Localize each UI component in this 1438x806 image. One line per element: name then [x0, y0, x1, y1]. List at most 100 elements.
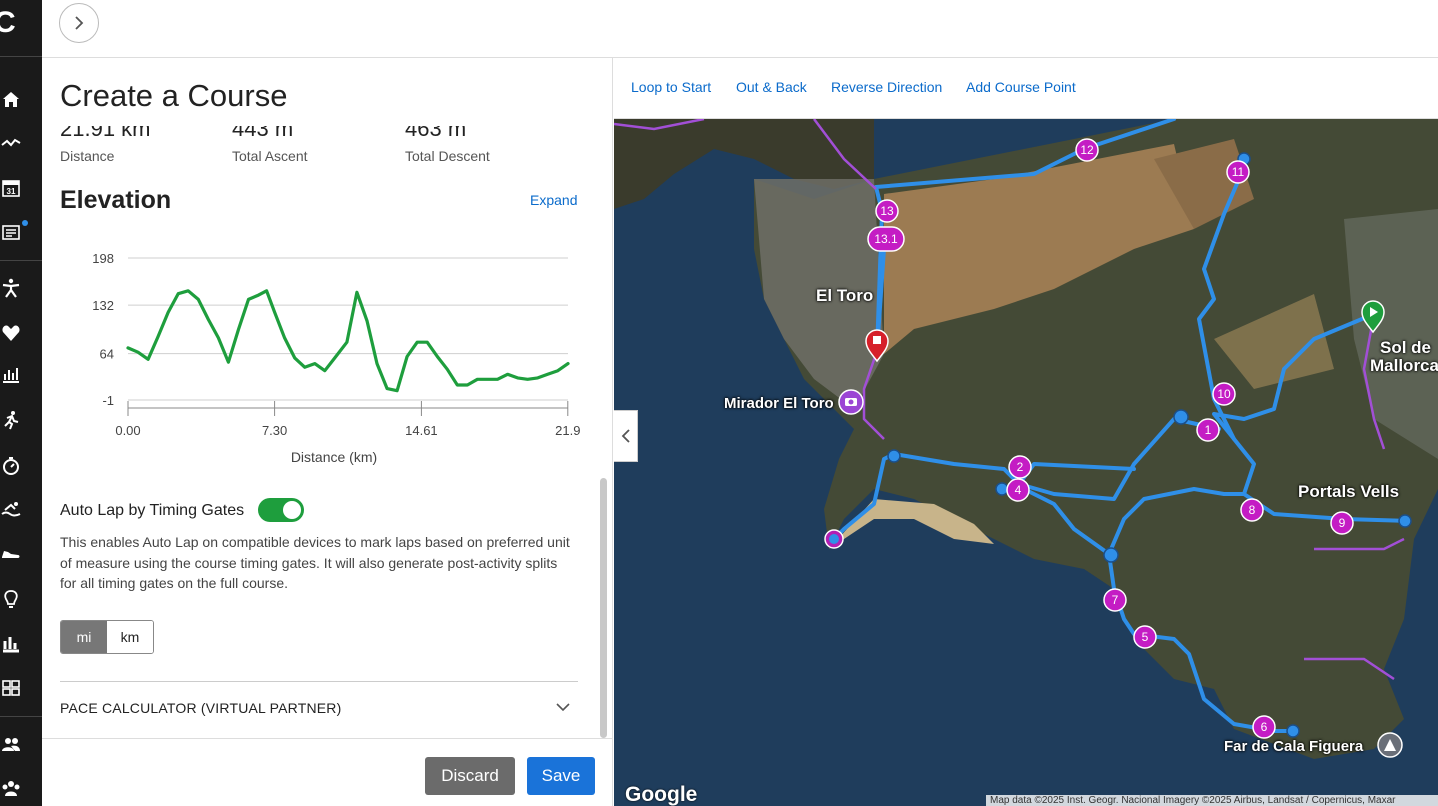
- activity-icon[interactable]: [0, 131, 22, 155]
- loop-to-start-link[interactable]: Loop to Start: [631, 79, 712, 95]
- place-label-portals-vells: Portals Vells: [1298, 482, 1400, 501]
- news-icon[interactable]: [0, 220, 22, 244]
- course-point-12[interactable]: 12: [1075, 138, 1099, 162]
- stats-icon[interactable]: [0, 362, 22, 386]
- stat-total-ascent: 443 m Total Ascent: [232, 126, 308, 164]
- route-node: [995, 482, 1009, 496]
- auto-lap-toggle[interactable]: [258, 498, 304, 522]
- out-and-back-link[interactable]: Out & Back: [736, 79, 807, 95]
- auto-lap-description: This enables Auto Lap on compatible devi…: [60, 534, 570, 591]
- course-point-11[interactable]: 11: [1226, 160, 1250, 184]
- reports-icon[interactable]: [0, 631, 22, 655]
- chevron-right-icon: [75, 16, 84, 30]
- x-tick-label: 0.00: [115, 423, 140, 438]
- groups-icon[interactable]: [0, 732, 22, 756]
- widgets-icon[interactable]: [0, 676, 22, 700]
- x-tick-label: 21.9: [555, 423, 580, 438]
- chevron-down-icon: [556, 703, 570, 712]
- toggle-knob: [283, 501, 301, 519]
- course-point-13-1[interactable]: 13.1: [867, 226, 905, 252]
- course-map[interactable]: 12 11 13 13.1 10 1 2 4 8 9 7 5 6 El Toro…: [614, 119, 1438, 806]
- course-point-5[interactable]: 5: [1133, 625, 1157, 649]
- side-trails: [614, 119, 1405, 681]
- running-icon[interactable]: [0, 408, 22, 432]
- svg-text:9: 9: [1339, 516, 1346, 530]
- connections-icon[interactable]: [0, 776, 22, 800]
- farmland: [1214, 294, 1334, 389]
- course-point-13[interactable]: 13: [875, 199, 899, 223]
- course-point-10[interactable]: 10: [1212, 382, 1236, 406]
- panel-footer: Discard Save: [42, 738, 612, 806]
- stat-total-descent: 463 m Total Descent: [405, 126, 490, 164]
- svg-text:12: 12: [1080, 143, 1094, 157]
- chevron-left-icon: [621, 429, 630, 443]
- svg-text:8: 8: [1249, 503, 1256, 517]
- discard-button[interactable]: Discard: [425, 757, 515, 795]
- lighthouse-icon[interactable]: [1377, 732, 1403, 758]
- place-label-el-toro: El Toro: [816, 286, 874, 305]
- place-label-mirador-el-toro: Mirador El Toro: [724, 395, 834, 412]
- svg-text:10: 10: [1217, 387, 1231, 401]
- town-area: [1344, 209, 1438, 459]
- route-nodes: [824, 152, 1412, 738]
- place-label-far-de-cala-figuera: Far de Cala Figuera: [1224, 738, 1364, 755]
- stat-label: Total Ascent: [232, 148, 308, 164]
- expand-nav-button[interactable]: [59, 3, 99, 43]
- route-node: [887, 449, 901, 463]
- start-pin-icon[interactable]: [1361, 300, 1385, 334]
- course-points: 12 11 13 13.1 10 1 2 4 8 9 7 5 6: [867, 138, 1354, 739]
- stat-value: 443 m: [232, 126, 294, 141]
- stat-distance: 21.91 km Distance: [60, 126, 151, 164]
- course-point-4[interactable]: 4: [1006, 478, 1030, 502]
- satellite-map: 12 11 13 13.1 10 1 2 4 8 9 7 5 6: [614, 119, 1438, 806]
- y-tick-label: 64: [100, 347, 114, 362]
- insights-icon[interactable]: [0, 587, 22, 611]
- place-label-sol-de: Sol de: [1380, 338, 1432, 357]
- google-logo: Google: [625, 783, 698, 806]
- shoe-icon[interactable]: [0, 541, 22, 565]
- route-node: [1398, 514, 1412, 528]
- town-area: [754, 179, 884, 409]
- svg-text:1: 1: [1205, 423, 1212, 437]
- course-point-9[interactable]: 9: [1330, 511, 1354, 535]
- map-attribution: Map data ©2025 Inst. Geogr. Nacional Ima…: [986, 795, 1438, 806]
- swimming-icon[interactable]: [0, 497, 22, 521]
- route-node: [1173, 409, 1189, 425]
- unit-selector: mi km: [60, 620, 154, 654]
- course-point-6[interactable]: 6: [1252, 715, 1276, 739]
- camera-icon[interactable]: [838, 389, 864, 415]
- course-panel-scroll-area[interactable]: 21.91 km Distance 443 m Total Ascent 463…: [42, 126, 602, 738]
- course-point-2[interactable]: 2: [1008, 455, 1032, 479]
- calendar-icon[interactable]: 31: [0, 175, 22, 199]
- save-button[interactable]: Save: [527, 757, 595, 795]
- page-title: Create a Course: [60, 78, 288, 113]
- course-stats: 21.91 km Distance 443 m Total Ascent 463…: [60, 126, 580, 176]
- home-icon[interactable]: [0, 87, 22, 111]
- course-point-8[interactable]: 8: [1240, 498, 1264, 522]
- panel-scrollbar[interactable]: [600, 478, 607, 738]
- pace-calculator-accordion[interactable]: PACE CALCULATOR (VIRTUAL PARTNER): [60, 700, 578, 724]
- svg-text:4: 4: [1015, 483, 1022, 497]
- rail-divider: [0, 56, 42, 57]
- course-point-1[interactable]: 1: [1196, 418, 1220, 442]
- expand-elevation-link[interactable]: Expand: [530, 192, 578, 208]
- health-icon[interactable]: [0, 321, 22, 345]
- stat-value: 463 m: [405, 126, 467, 141]
- add-course-point-link[interactable]: Add Course Point: [966, 79, 1076, 95]
- elevation-title: Elevation: [60, 186, 172, 214]
- course-point-7[interactable]: 7: [1103, 588, 1127, 612]
- beach: [829, 499, 994, 549]
- reverse-direction-link[interactable]: Reverse Direction: [831, 79, 943, 95]
- collapse-panel-button[interactable]: [614, 410, 638, 462]
- training-icon[interactable]: [0, 276, 22, 300]
- place-label-mallorca: Mallorca: [1370, 356, 1438, 375]
- stopwatch-icon[interactable]: [0, 454, 22, 478]
- unit-option-mi[interactable]: mi: [61, 621, 107, 653]
- end-pin-icon[interactable]: [865, 329, 889, 363]
- x-tick-label: 14.61: [405, 423, 438, 438]
- section-divider: [60, 681, 578, 682]
- unit-option-km[interactable]: km: [107, 621, 153, 653]
- app-logo[interactable]: C: [0, 6, 16, 39]
- rail-divider: [0, 260, 42, 261]
